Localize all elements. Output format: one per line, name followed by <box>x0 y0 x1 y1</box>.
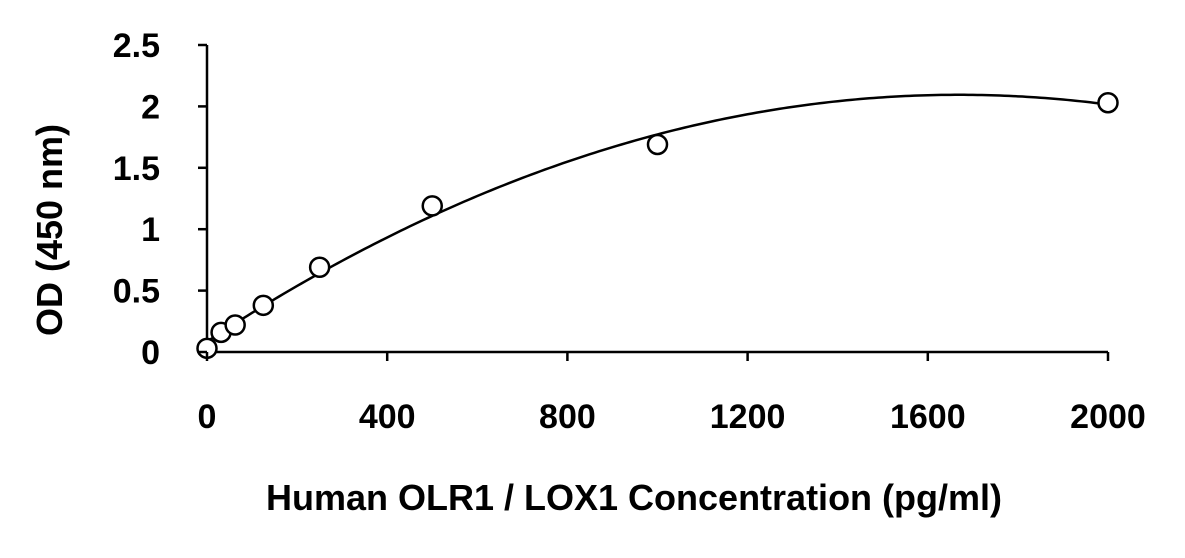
x-tick-label: 800 <box>539 398 596 436</box>
y-tick-label: 0.5 <box>113 273 160 311</box>
data-point <box>308 256 331 279</box>
y-tick-label: 2 <box>141 88 160 126</box>
y-tick-label: 1 <box>141 211 160 249</box>
data-point <box>224 314 246 336</box>
y-tick-label: 0 <box>141 334 160 372</box>
y-tick-label: 1.5 <box>113 150 160 188</box>
x-tick-label: 2000 <box>1070 398 1146 436</box>
x-tick-label: 400 <box>359 398 416 436</box>
x-axis-ticks: 0 400 800 1200 1600 2000 <box>198 352 1146 436</box>
x-axis-title: Human OLR1 / LOX1 Concentration (pg/ml) <box>266 477 1002 518</box>
data-point <box>1097 91 1119 114</box>
y-axis-title: OD (450 nm) <box>29 124 70 336</box>
y-tick-label: 2.5 <box>113 27 160 65</box>
x-tick-label: 1600 <box>890 398 966 436</box>
x-tick-label: 0 <box>198 398 217 436</box>
data-point <box>252 294 275 317</box>
data-point <box>421 195 443 217</box>
fit-curve <box>206 93 1109 343</box>
plot-area <box>196 45 1119 360</box>
x-tick-label: 1200 <box>710 398 786 436</box>
data-point <box>646 133 669 156</box>
y-axis-ticks: 0 0.5 1 1.5 2 2.5 <box>113 27 207 372</box>
